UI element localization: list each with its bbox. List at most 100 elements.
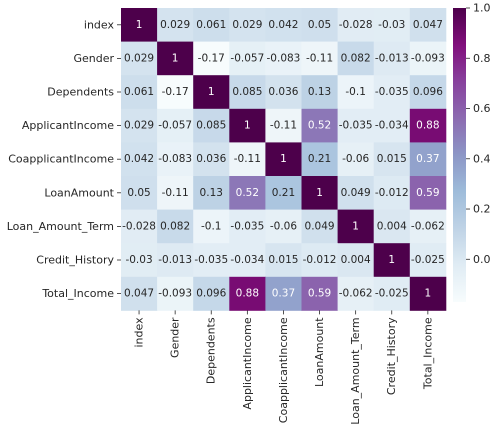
cell-value-label: 1	[244, 120, 251, 132]
colorbar-tick-label: 0.0	[473, 253, 491, 266]
cell-value-label: -0.03	[378, 19, 405, 31]
heatmap-cell	[121, 8, 158, 42]
heatmap-cell	[337, 75, 375, 110]
heatmap-cell	[373, 75, 411, 110]
x-tick-label: CoapplicantIncome	[277, 317, 290, 423]
cell-value-label: 0.082	[160, 220, 190, 232]
heatmap-cell	[121, 243, 158, 278]
cell-value-label: 0.047	[413, 19, 443, 31]
heatmap-cell	[337, 108, 375, 143]
heatmap-cell	[229, 8, 266, 42]
y-tick-label: Loan_Amount_Term	[7, 220, 114, 233]
heatmap-cell	[373, 41, 411, 76]
heatmap-cells	[121, 8, 447, 311]
cell-value-label: 0.88	[416, 120, 439, 132]
heatmap-cell	[193, 243, 230, 278]
heatmap-cell	[301, 243, 338, 278]
cell-value-label: 0.036	[196, 153, 226, 165]
y-tick-label: Dependents	[47, 86, 114, 99]
heatmap-cell	[193, 276, 230, 311]
y-tick-label: Total_Income	[41, 287, 114, 300]
cell-value-label: 1	[136, 19, 143, 31]
heatmap-cell	[229, 41, 266, 76]
heatmap-cell	[301, 75, 338, 110]
heatmap-cell	[301, 209, 338, 244]
colorbar-tick-label: 1.0	[473, 2, 491, 15]
heatmap-cell	[337, 176, 375, 210]
cell-value-label: -0.06	[342, 153, 369, 165]
cell-value-label: 1	[316, 187, 323, 199]
heatmap-cell	[265, 243, 302, 278]
heatmap-cell	[121, 142, 158, 177]
cell-value-label: 0.13	[200, 187, 223, 199]
heatmap-cell	[121, 108, 158, 143]
cell-value-label: 0.096	[196, 288, 226, 300]
heatmap-cell	[337, 209, 375, 244]
y-tick-label: ApplicantIncome	[22, 119, 114, 132]
cell-value-label: -0.1	[201, 220, 222, 232]
heatmap-cell	[373, 176, 411, 210]
heatmap-cell	[157, 276, 194, 311]
heatmap-cell	[337, 243, 375, 278]
cell-value-label: -0.035	[339, 120, 373, 132]
cell-value-label: -0.06	[270, 220, 297, 232]
cell-value-label: 0.59	[416, 187, 439, 199]
cell-value-label: -0.1	[345, 86, 366, 98]
heatmap-cell	[373, 142, 411, 177]
x-tick-label: Gender	[169, 317, 182, 358]
cell-value-label: -0.028	[122, 220, 156, 232]
heatmap-cell	[229, 243, 266, 278]
heatmap-cell	[301, 276, 338, 311]
cell-value-label: -0.11	[162, 187, 189, 199]
cell-value-label: 0.042	[268, 19, 298, 31]
heatmap-cell	[409, 41, 447, 76]
heatmap-cell	[301, 176, 338, 210]
cell-value-label: 0.52	[308, 120, 331, 132]
x-tick-label: LoanAmount	[313, 317, 326, 387]
cell-value-label: -0.035	[194, 254, 228, 266]
heatmap-cell	[157, 142, 194, 177]
heatmap-cell	[121, 209, 158, 244]
heatmap-cell	[301, 108, 338, 143]
heatmap-cell	[265, 8, 302, 42]
cell-value-label: 1	[280, 153, 287, 165]
cell-value-label: -0.034	[230, 254, 264, 266]
cell-value-label: 0.047	[124, 288, 154, 300]
colorbar-tick-label: 0.4	[473, 152, 491, 165]
heatmap-cell-labels: 1 0.029 0.061 0.029 0.042 0.05 -0.028 -0.03 0.04…	[122, 19, 445, 300]
cell-value-label: 0.37	[416, 153, 439, 165]
cell-value-label: 0.004	[377, 220, 407, 232]
heatmap-cell	[193, 176, 230, 210]
x-tick-label: ApplicantIncome	[241, 317, 254, 409]
heatmap-cell	[265, 209, 302, 244]
cell-value-label: -0.013	[375, 52, 409, 64]
cell-value-label: -0.11	[234, 153, 261, 165]
heatmap-cell	[409, 243, 447, 278]
heatmap-cell	[193, 142, 230, 177]
heatmap-cell	[193, 8, 230, 42]
x-tick-label: Credit_History	[385, 317, 398, 395]
heatmap-cell	[157, 75, 194, 110]
cell-value-label: 1	[388, 254, 395, 266]
cell-value-label: -0.11	[270, 120, 297, 132]
cell-value-label: 0.004	[341, 254, 371, 266]
heatmap-cell	[409, 142, 447, 177]
cell-value-label: -0.013	[158, 254, 192, 266]
heatmap-cell	[121, 41, 158, 76]
heatmap-cell	[373, 8, 411, 42]
heatmap-cell	[157, 243, 194, 278]
heatmap-cell	[121, 276, 158, 311]
heatmap-cell	[265, 41, 302, 76]
cell-value-label: 0.015	[268, 254, 298, 266]
heatmap-cell	[265, 142, 302, 177]
heatmap-cell	[337, 8, 375, 42]
cell-value-label: 0.029	[124, 52, 154, 64]
heatmap-cell	[265, 276, 302, 311]
x-tick-label: Total_Income	[421, 317, 434, 390]
x-tick-label: Loan_Amount_Term	[349, 317, 362, 424]
heatmap-cell	[265, 176, 302, 210]
cell-value-label: -0.083	[267, 52, 301, 64]
y-tick-label: index	[84, 18, 115, 31]
cell-value-label: 0.88	[236, 288, 259, 300]
cell-value-label: -0.093	[158, 288, 192, 300]
